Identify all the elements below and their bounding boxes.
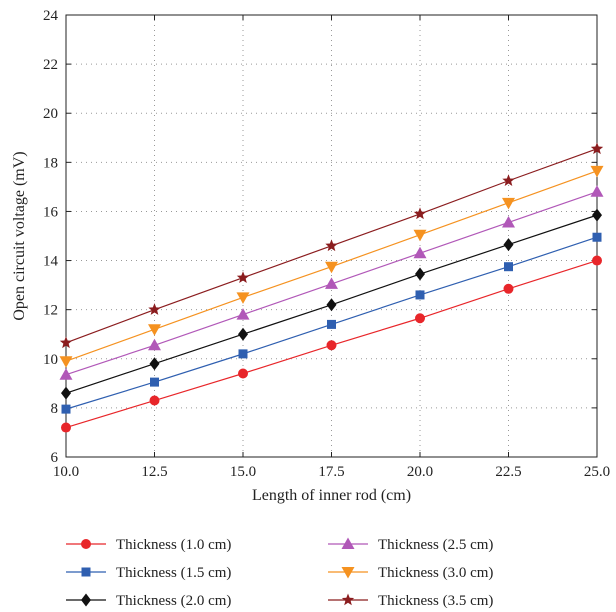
data-point — [325, 239, 338, 252]
data-point — [59, 336, 73, 349]
legend-marker — [341, 567, 355, 579]
legend-item: Thickness (2.0 cm) — [66, 593, 231, 609]
data-point — [413, 246, 427, 259]
data-point — [415, 267, 425, 281]
data-point — [61, 404, 71, 414]
legend-marker — [81, 567, 91, 577]
legend-item: Thickness (3.5 cm) — [328, 593, 493, 609]
legend-marker — [81, 593, 91, 607]
series-1 — [61, 255, 602, 433]
data-point — [502, 215, 515, 228]
grid-lines — [66, 15, 597, 457]
data-point — [413, 207, 427, 220]
data-point — [590, 185, 604, 197]
data-point — [236, 308, 250, 320]
data-point — [325, 261, 338, 274]
x-tick-label: 15.0 — [230, 464, 256, 480]
data-point — [592, 232, 602, 242]
data-point — [592, 255, 602, 266]
y-tick-label: 10 — [43, 352, 58, 368]
data-point — [503, 283, 514, 294]
data-point — [148, 324, 161, 336]
y-axis-label: Open circuit voltage (mV) — [11, 151, 28, 320]
y-tick-label: 16 — [43, 204, 59, 220]
y-tick-label: 14 — [43, 254, 59, 270]
x-tick-label: 20.0 — [407, 464, 433, 480]
legend-marker — [81, 539, 91, 549]
legend-label: Thickness (3.5 cm) — [378, 593, 493, 609]
data-point — [325, 277, 338, 289]
y-tick-label: 6 — [51, 450, 59, 466]
legend-item: Thickness (1.5 cm) — [66, 565, 231, 581]
y-tick-label: 18 — [43, 155, 58, 171]
data-point — [149, 357, 160, 371]
data-point — [59, 356, 73, 368]
data-point — [502, 174, 515, 187]
x-tick-label: 10.0 — [53, 464, 79, 480]
x-tick-label: 22.5 — [495, 464, 521, 480]
legend-label: Thickness (1.0 cm) — [116, 537, 231, 553]
legend-label: Thickness (2.0 cm) — [116, 593, 231, 609]
series-4 — [59, 185, 604, 380]
data-point — [326, 298, 337, 312]
legend: Thickness (1.0 cm) Thickness (1.5 cm) Thic… — [66, 537, 493, 609]
series-6 — [59, 142, 604, 349]
data-point — [415, 313, 425, 324]
series-layer — [59, 142, 604, 433]
data-point — [590, 165, 604, 178]
data-point — [148, 338, 161, 351]
data-point — [413, 229, 427, 242]
data-point — [415, 290, 425, 300]
data-point — [238, 327, 248, 341]
x-axis-label: Length of inner rod (cm) — [252, 487, 411, 504]
data-point — [150, 377, 159, 387]
data-point — [238, 349, 248, 359]
data-point — [149, 395, 160, 406]
data-point — [236, 271, 250, 283]
y-tick-label: 8 — [51, 401, 59, 417]
data-point — [503, 238, 514, 252]
data-point — [236, 292, 250, 304]
data-point — [504, 262, 513, 272]
data-point — [238, 368, 248, 379]
legend-item: Thickness (3.0 cm) — [328, 565, 493, 581]
data-point — [327, 319, 336, 329]
legend-item: Thickness (2.5 cm) — [328, 537, 493, 553]
legend-item: Thickness (1.0 cm) — [66, 537, 231, 553]
data-point — [61, 386, 71, 400]
series-2 — [61, 232, 602, 414]
data-point — [148, 303, 161, 315]
data-point — [59, 368, 73, 380]
data-point — [502, 197, 515, 210]
series-5 — [59, 165, 604, 368]
legend-marker — [341, 537, 355, 549]
y-tick-label: 20 — [43, 106, 58, 122]
data-point — [326, 340, 337, 351]
x-tick-label: 17.5 — [318, 464, 344, 480]
legend-label: Thickness (3.0 cm) — [378, 565, 493, 581]
y-tick-label: 24 — [43, 8, 59, 24]
data-point — [592, 208, 602, 222]
legend-label: Thickness (2.5 cm) — [378, 537, 493, 553]
axis-ticks: 6 8 10 12 14 16 18 20 22 24 10.0 12.5 15.0 17.5 20.0 22… — [43, 8, 610, 480]
x-tick-label: 25.0 — [584, 464, 610, 480]
legend-label: Thickness (1.5 cm) — [116, 565, 231, 581]
series-3 — [61, 208, 602, 400]
x-tick-label: 12.5 — [141, 464, 167, 480]
data-point — [61, 422, 71, 433]
legend-marker — [341, 593, 355, 606]
y-tick-label: 22 — [43, 57, 58, 73]
data-point — [590, 142, 604, 155]
y-tick-label: 12 — [43, 303, 58, 319]
